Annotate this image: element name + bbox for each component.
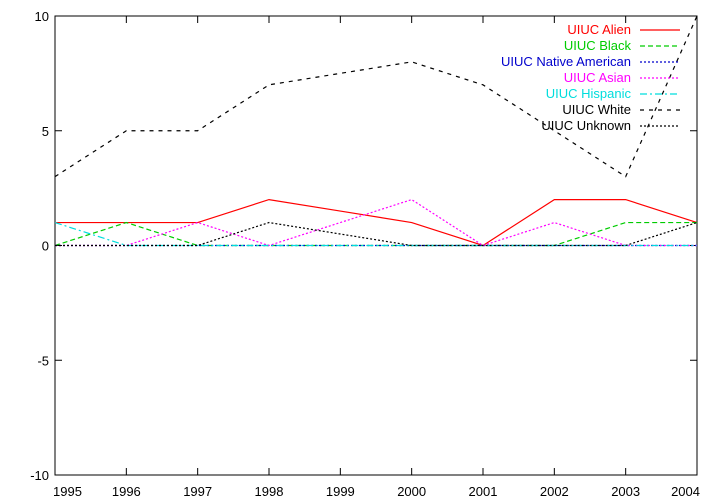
x-tick-label: 1996 [112, 484, 141, 499]
legend-label-uiuc-alien: UIUC Alien [567, 22, 631, 37]
series-line-uiuc-alien [55, 198, 698, 247]
axes: 10 5 0 -5 -10 1995 1996 1997 1998 1999 2000 2001 200… [30, 9, 700, 499]
legend-label-uiuc-asian: UIUC Asian [564, 70, 631, 85]
x-tick-label: 1997 [183, 484, 212, 499]
legend-label-uiuc-unknown: UIUC Unknown [541, 118, 631, 133]
legend-label-uiuc-native-american: UIUC Native American [501, 54, 631, 69]
x-tick-label: 1999 [326, 484, 355, 499]
legend-label-uiuc-black: UIUC Black [564, 38, 632, 53]
y-tick-label: 5 [42, 124, 49, 139]
legend-label-uiuc-white: UIUC White [562, 102, 631, 117]
series-line-uiuc-asian [55, 198, 697, 247]
series-line-uiuc-black [54, 221, 697, 247]
y-tick-label: 10 [35, 9, 49, 24]
series-line-uiuc-white [54, 15, 698, 178]
x-tick-label: 2004 [671, 484, 700, 499]
series-lines [54, 15, 698, 247]
series-line-uiuc-hispanic [54, 221, 697, 247]
series-line-uiuc-unknown [55, 221, 698, 247]
y-tick-label: -10 [30, 468, 49, 483]
y-tick-label: -5 [37, 353, 49, 368]
x-tick-label: 2002 [540, 484, 569, 499]
x-tick-label: 1998 [255, 484, 284, 499]
x-tick-label: 2000 [397, 484, 426, 499]
y-tick-label: 0 [42, 239, 49, 254]
x-tick-label: 2001 [469, 484, 498, 499]
legend-label-uiuc-hispanic: UIUC Hispanic [546, 86, 632, 101]
x-tick-label: 1995 [53, 484, 82, 499]
x-tick-label: 2003 [611, 484, 640, 499]
